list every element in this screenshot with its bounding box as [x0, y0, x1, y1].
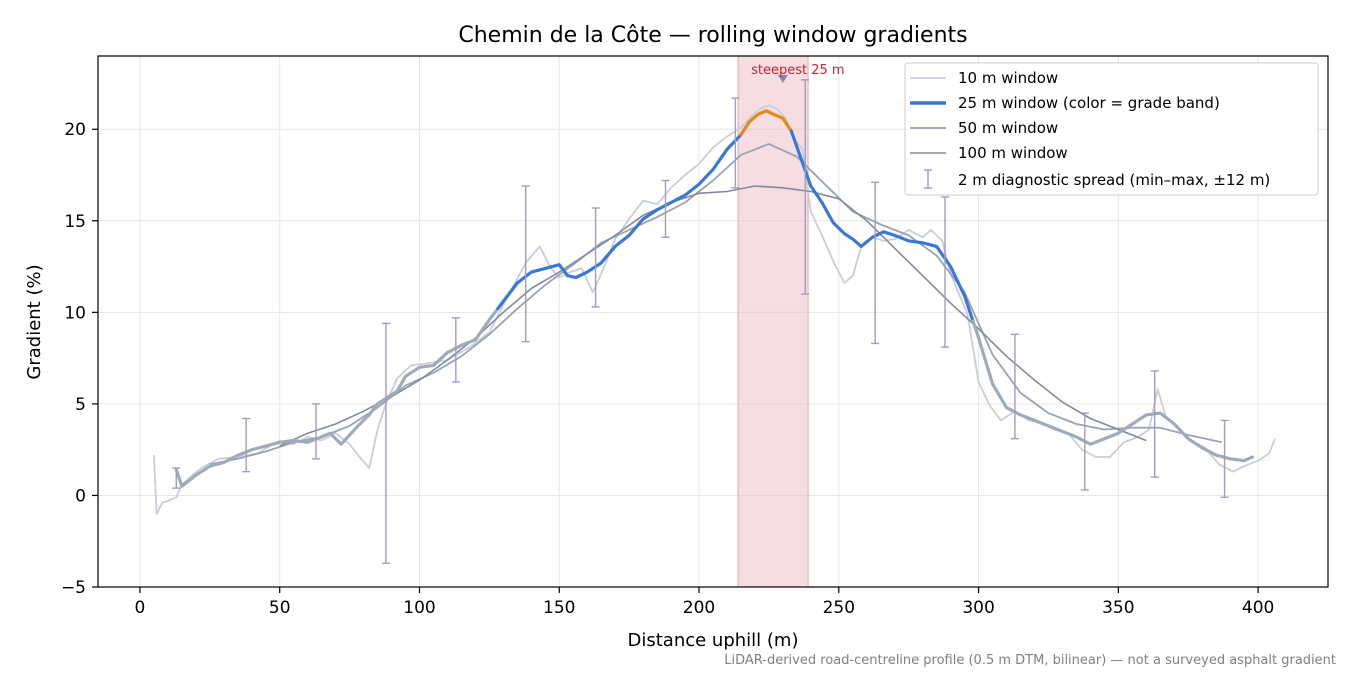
- series-line-25m-steep: [739, 109, 793, 137]
- x-tick-label: 300: [962, 598, 994, 618]
- series-line-10m: [153, 104, 1276, 515]
- legend-label-50m: 50 m window: [958, 119, 1058, 137]
- series-line-25m-normal: [789, 129, 975, 323]
- ticks: 0 50 100 150 200 250 300 350 400 −5 0 5 10 15 20: [61, 120, 1274, 618]
- y-tick-label: 15: [64, 212, 86, 232]
- series-line-25m-muted: [174, 307, 500, 488]
- series-line-100m: [279, 185, 1147, 447]
- highlight-band-layer: [737, 56, 809, 587]
- chart-title: Chemin de la Côte — rolling window gradi…: [458, 23, 967, 48]
- x-tick-label: 50: [269, 598, 291, 618]
- x-tick-label: 0: [135, 598, 146, 618]
- steepest-marker: [777, 74, 788, 83]
- x-axis-label: Distance uphill (m): [628, 630, 799, 651]
- series-line-25m-muted: [971, 319, 1255, 463]
- steepest-band: [738, 56, 809, 587]
- x-tick-label: 100: [403, 598, 435, 618]
- y-axis-label: Gradient (%): [24, 264, 45, 379]
- legend-frame: [904, 62, 1319, 196]
- y-tick-label: 10: [64, 303, 86, 323]
- errorbar-layer: [172, 79, 1229, 564]
- legend-swatch-errorbar: [924, 169, 932, 189]
- legend-label-100m: 100 m window: [958, 144, 1068, 162]
- y-tick-label: 20: [64, 120, 86, 140]
- series-line-25m-normal: [496, 133, 743, 311]
- y-tick-label: −5: [61, 578, 86, 598]
- plot-frame: [97, 55, 1329, 588]
- x-tick-label: 200: [683, 598, 715, 618]
- x-tick-label: 350: [1102, 598, 1134, 618]
- legend: 10 m window 25 m window (color = grade b…: [904, 62, 1319, 196]
- y-tick-label: 5: [75, 395, 86, 415]
- x-tick-label: 250: [823, 598, 855, 618]
- x-tick-label: 400: [1242, 598, 1274, 618]
- legend-label-errorbar: 2 m diagnostic spread (min–max, ±12 m): [958, 171, 1270, 189]
- series-line-50m: [209, 143, 1222, 466]
- annotation-layer: steepest 25 m: [751, 63, 845, 83]
- series-layer: [153, 104, 1276, 515]
- y-tick-label: 0: [75, 486, 86, 506]
- legend-label-10m: 10 m window: [958, 69, 1058, 87]
- x-tick-label: 150: [543, 598, 575, 618]
- legend-label-25m: 25 m window (color = grade band): [958, 94, 1220, 112]
- footnote: LiDAR-derived road-centreline profile (0…: [724, 653, 1336, 668]
- steepest-label: steepest 25 m: [751, 63, 844, 78]
